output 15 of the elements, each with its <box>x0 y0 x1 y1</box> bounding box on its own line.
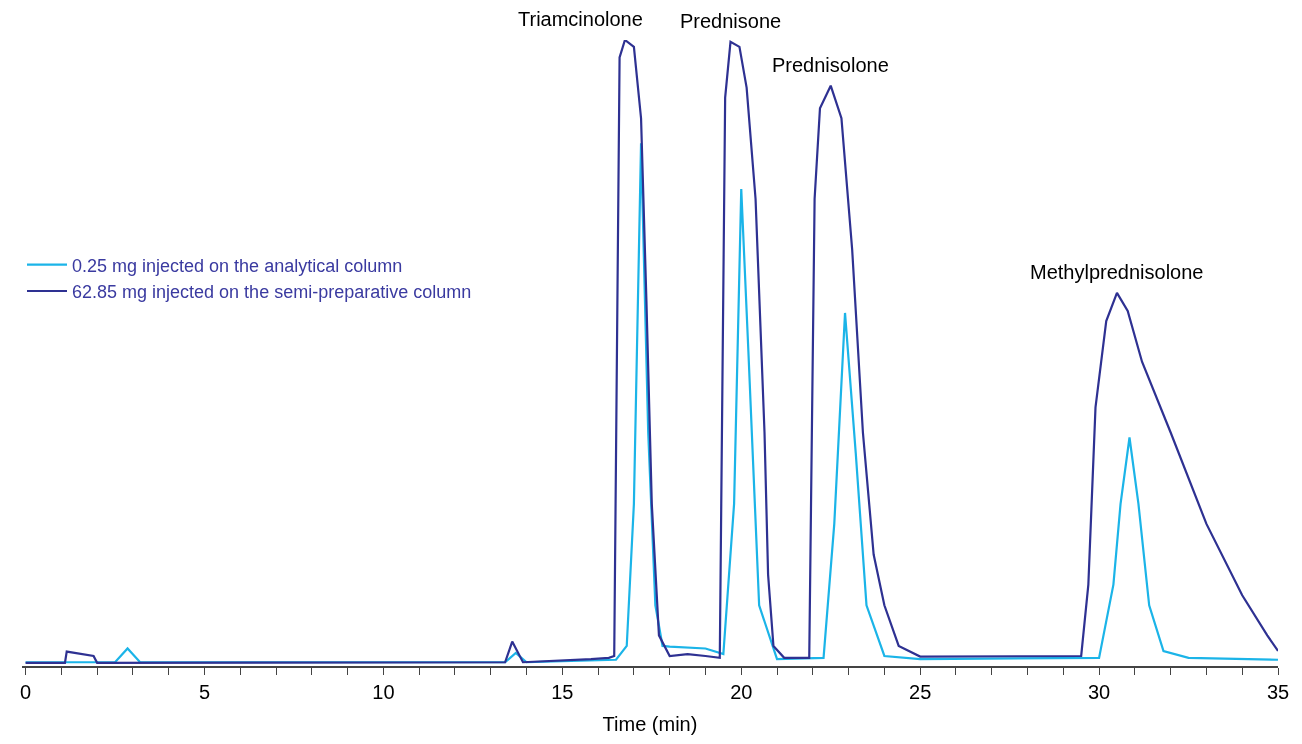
x-tick-label: 15 <box>551 680 574 703</box>
x-tick-label: 30 <box>1087 680 1111 703</box>
annotation: Prednisolone <box>772 54 889 76</box>
x-tick-label: 35 <box>1266 680 1290 703</box>
annotation: Prednisone <box>680 10 782 32</box>
x-tick-label: 25 <box>909 680 932 703</box>
annotation: Methylprednisolone <box>1030 261 1204 283</box>
x-tick-label: 20 <box>730 680 753 703</box>
x-axis-title: Time (min) <box>602 712 698 735</box>
annotation: Triamcinolone <box>518 8 643 30</box>
legend-label: 62.85 mg injected on the semi-preparative column <box>72 282 472 302</box>
legend-label: 0.25 mg injected on the analytical column <box>72 255 403 276</box>
x-tick-label: 5 <box>198 680 211 703</box>
x-tick-label: 0 <box>20 680 32 703</box>
x-tick-label: 10 <box>372 680 395 703</box>
